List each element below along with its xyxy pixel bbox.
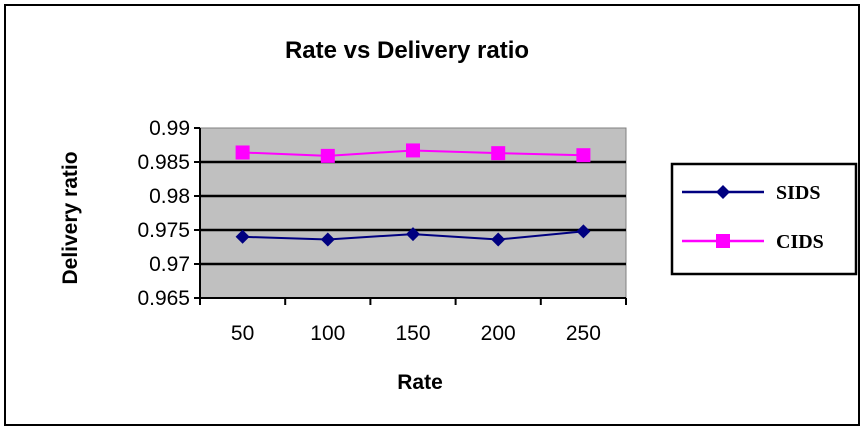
chart-svg: Rate vs Delivery ratio Delivery ratio Ra… — [59, 37, 858, 394]
x-tick-label: 150 — [395, 322, 430, 345]
x-tick-label: 50 — [231, 322, 254, 345]
data-point-cids — [576, 148, 591, 163]
legend-marker-sids — [716, 185, 730, 199]
y-tick-label: 0.97 — [149, 253, 190, 276]
data-point-cids — [320, 148, 335, 163]
y-tick-label: 0.985 — [137, 151, 190, 174]
x-tick-label: 200 — [481, 322, 516, 345]
data-point-sids — [235, 229, 250, 244]
y-tick-label: 0.975 — [137, 219, 190, 242]
data-point-sids — [491, 232, 506, 247]
data-point-cids — [235, 145, 250, 160]
y-tick-label: 0.965 — [137, 287, 190, 310]
x-tick-label: 250 — [566, 322, 601, 345]
legend: SIDS CIDS — [670, 162, 858, 276]
legend-label-cids: CIDS — [776, 231, 824, 253]
data-point-sids — [320, 232, 335, 247]
plot-area: 0.99 0.985 0.98 0.975 0.97 0.965 50 100 150 200 25… — [137, 117, 627, 345]
chart-title: Rate vs Delivery ratio — [285, 37, 529, 64]
x-tick-label: 100 — [310, 322, 345, 345]
y-axis-title: Delivery ratio — [59, 151, 82, 284]
data-point-cids — [406, 143, 420, 158]
y-tick-label: 0.99 — [149, 117, 190, 140]
data-point-sids — [406, 227, 420, 242]
data-point-cids — [491, 146, 506, 161]
chart-frame: Rate vs Delivery ratio Delivery ratio Ra… — [4, 4, 860, 426]
x-axis-title: Rate — [397, 371, 443, 394]
legend-box — [670, 162, 858, 276]
legend-marker-cids — [716, 234, 730, 248]
y-tick-label: 0.98 — [149, 185, 190, 208]
legend-label-sids: SIDS — [776, 182, 820, 204]
data-point-sids — [576, 224, 591, 239]
